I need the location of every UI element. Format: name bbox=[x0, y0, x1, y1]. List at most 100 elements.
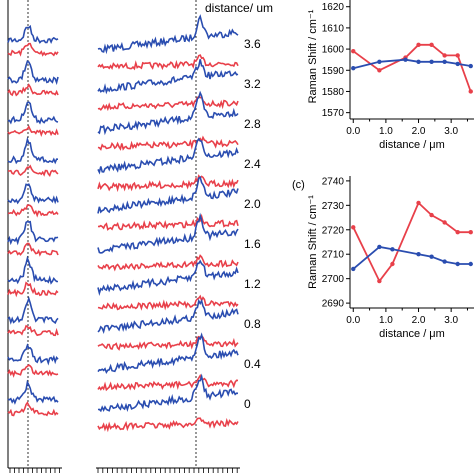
y-tick-label: 1620 bbox=[322, 2, 345, 13]
spectrum-right-red bbox=[97, 95, 239, 112]
stacked-spectra-panel: 3.6 3.2 2.8 2.4 2.0 1.6 1.2 0.8 0.4 0 bbox=[7, 0, 261, 473]
spectrum-right-red bbox=[97, 254, 239, 272]
data-point-red bbox=[468, 89, 473, 94]
data-point-red bbox=[455, 53, 460, 58]
distance-row-label: 2.4 bbox=[244, 157, 261, 171]
spectrum-left-blue bbox=[7, 136, 58, 165]
x-tick-label: 0.0 bbox=[346, 315, 360, 326]
y-tick-label: 1610 bbox=[322, 23, 345, 34]
distance-row-label: 3.2 bbox=[244, 77, 261, 91]
data-point-red bbox=[377, 68, 382, 73]
y-tick-label: 1600 bbox=[322, 45, 345, 56]
spectrum-left-red bbox=[7, 324, 59, 337]
distance-row-label: 0.4 bbox=[244, 357, 261, 371]
data-point-blue bbox=[351, 65, 356, 71]
spectrum-right-blue bbox=[97, 298, 239, 334]
spectrum-left-blue bbox=[7, 296, 59, 325]
distance-row-label: 3.6 bbox=[244, 37, 261, 51]
distance-row-label: 1.6 bbox=[244, 237, 261, 251]
x-tick-label: 1.0 bbox=[379, 315, 393, 326]
spectrum-left-red bbox=[7, 204, 59, 218]
distance-row-label: 2.8 bbox=[244, 117, 261, 131]
series-line-red bbox=[352, 201, 471, 283]
spectrum-left-red bbox=[7, 242, 59, 257]
y-tick-label: 1570 bbox=[322, 108, 345, 119]
data-point-red bbox=[468, 230, 473, 235]
y-tick-label: 1590 bbox=[322, 66, 345, 77]
spectrum-left-red bbox=[7, 401, 59, 417]
y-tick-label: 1580 bbox=[322, 87, 345, 98]
data-point-blue bbox=[351, 266, 356, 272]
data-point-red bbox=[390, 261, 395, 267]
y-tick-label: 2730 bbox=[322, 201, 345, 212]
data-point-blue bbox=[429, 59, 434, 64]
data-point-blue bbox=[455, 61, 460, 67]
series-line-red bbox=[352, 43, 472, 92]
data-point-blue bbox=[442, 59, 447, 64]
spectrum-right-red bbox=[97, 335, 239, 351]
spectrum-right-red bbox=[97, 373, 239, 392]
spectrum-right-red bbox=[97, 213, 239, 231]
spectrum-left-blue bbox=[7, 183, 59, 205]
data-point-red bbox=[429, 42, 434, 48]
distance-row-label: 2.0 bbox=[244, 197, 261, 211]
data-point-red bbox=[442, 220, 447, 225]
data-point-red bbox=[455, 230, 460, 235]
spectrum-right-blue bbox=[97, 332, 239, 375]
spectrum-right-blue bbox=[97, 90, 239, 136]
data-point-blue bbox=[403, 57, 408, 62]
y-tick-label: 2710 bbox=[322, 250, 345, 261]
panel-label-c: (c) bbox=[292, 179, 305, 191]
spectrum-right-blue bbox=[97, 14, 239, 55]
data-point-blue bbox=[416, 252, 421, 257]
data-point-red bbox=[442, 53, 447, 58]
data-point-blue bbox=[455, 261, 460, 267]
spectrum-right-blue bbox=[97, 259, 239, 296]
raman-2d-band-chart: 2690 2700 2710 2720 2730 2740 0.0 1.0 2.0 3.0 dist… bbox=[307, 176, 474, 340]
raman-g-band-chart: 1570 1580 1590 1600 1610 1620 0.0 1.0 2.0 3.0 dist… bbox=[307, 0, 474, 151]
x-tick-label: 3.0 bbox=[444, 315, 458, 326]
x-tick-label: 2.0 bbox=[412, 126, 426, 137]
spectrum-left-red bbox=[7, 281, 59, 298]
data-point-blue bbox=[416, 59, 421, 64]
spectrum-left-red bbox=[7, 125, 59, 138]
spectrum-left-red bbox=[7, 83, 59, 97]
x-tick-label: 2.0 bbox=[412, 315, 426, 326]
spectrum-right-red bbox=[97, 54, 239, 71]
distance-row-label: 1.2 bbox=[244, 277, 261, 291]
data-point-blue bbox=[468, 261, 473, 267]
y-tick-label: 2700 bbox=[322, 274, 345, 285]
x-axis-label: distance / μm bbox=[379, 139, 445, 151]
spectrum-right-red bbox=[97, 135, 239, 151]
spectrum-right-red bbox=[97, 294, 239, 311]
x-tick-label: 3.0 bbox=[444, 126, 458, 137]
spectrum-left-red bbox=[7, 164, 59, 177]
data-point-red bbox=[351, 225, 356, 230]
spectrum-left-blue bbox=[7, 255, 58, 285]
spectrum-right-blue bbox=[97, 137, 239, 175]
x-tick-label: 1.0 bbox=[379, 126, 393, 137]
distance-header: distance/ um bbox=[205, 1, 273, 15]
data-point-blue bbox=[442, 259, 447, 264]
spectrum-left-blue bbox=[7, 220, 59, 246]
data-point-blue bbox=[377, 244, 382, 250]
spectrum-right-blue bbox=[97, 212, 239, 254]
spectrum-right-blue bbox=[97, 59, 239, 95]
data-point-red bbox=[377, 278, 382, 284]
y-tick-label: 2690 bbox=[322, 299, 345, 310]
spectrum-right-red bbox=[97, 417, 239, 433]
data-point-blue bbox=[377, 59, 382, 64]
x-axis-label: distance / μm bbox=[379, 328, 445, 340]
spectrum-right-blue bbox=[97, 176, 239, 214]
distance-row-label: 0 bbox=[244, 397, 251, 411]
x-tick-label: 0.0 bbox=[346, 126, 360, 137]
spectrum-left-red bbox=[7, 42, 59, 57]
spectrum-right-red bbox=[97, 174, 239, 193]
spectrum-left-blue bbox=[7, 24, 59, 44]
spectrum-left-blue bbox=[7, 101, 59, 125]
y-tick-label: 2720 bbox=[322, 225, 345, 236]
spectrum-left-blue bbox=[7, 379, 59, 405]
data-point-red bbox=[416, 200, 421, 206]
series-line-blue bbox=[352, 245, 471, 270]
